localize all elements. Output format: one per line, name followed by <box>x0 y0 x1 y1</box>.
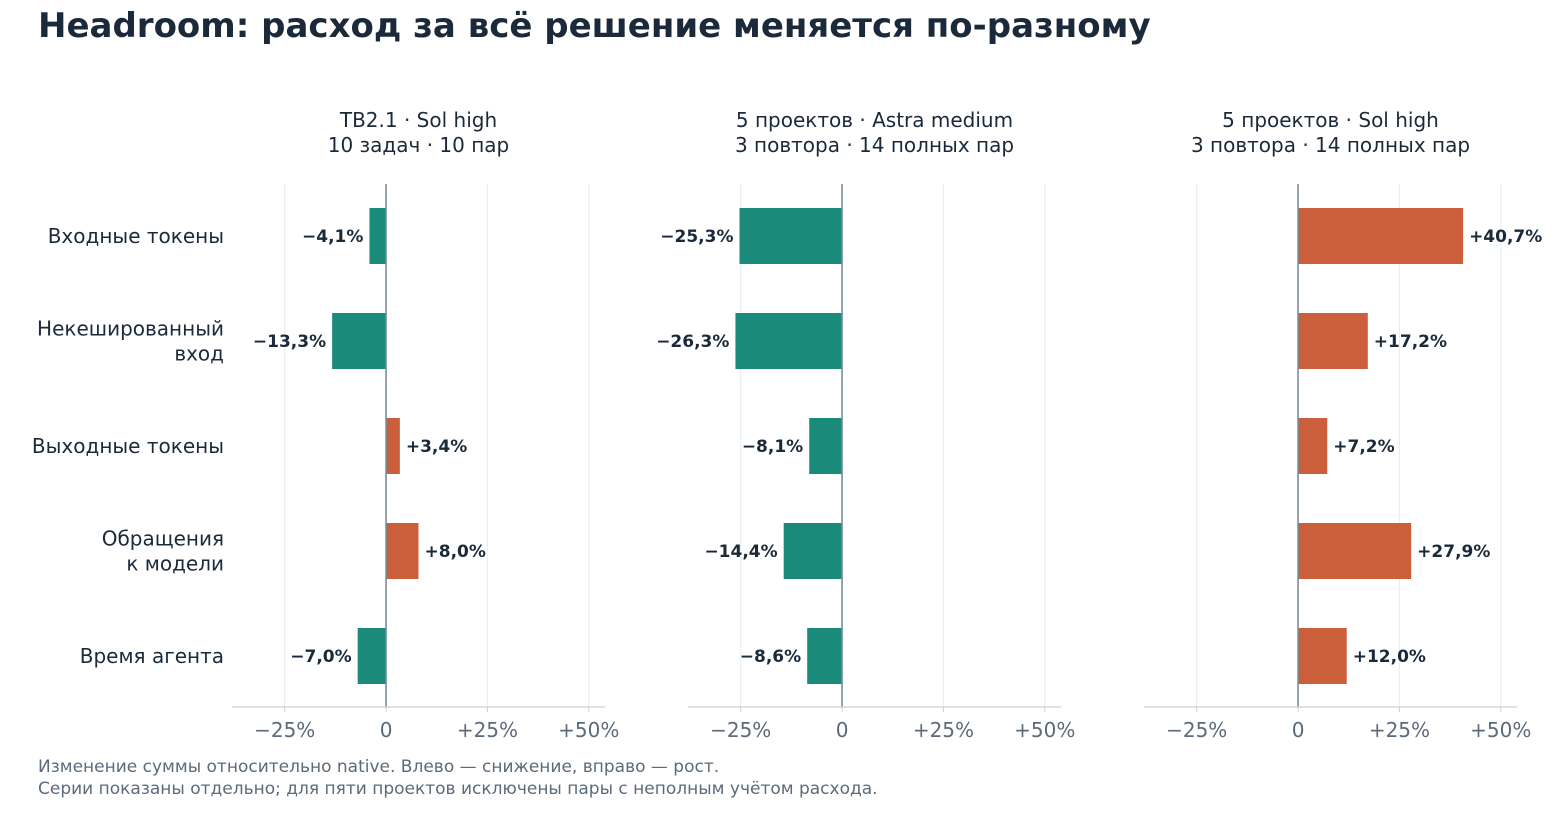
bar <box>1298 418 1328 474</box>
category-label: Входные токены <box>48 224 224 248</box>
data-label: −26,3% <box>656 332 729 352</box>
category-label: Некешированный <box>37 317 224 341</box>
bar <box>735 313 843 369</box>
x-tick-label: +25% <box>1369 718 1430 742</box>
x-tick-label: 0 <box>1292 718 1305 742</box>
data-label: +40,7% <box>1469 227 1542 247</box>
data-label: −4,1% <box>302 227 363 247</box>
data-label: +12,0% <box>1353 647 1426 667</box>
data-label: −8,1% <box>742 437 803 457</box>
x-tick-label: −25% <box>1166 718 1227 742</box>
bar <box>332 313 387 369</box>
bar <box>357 628 387 684</box>
x-tick-label: 0 <box>380 718 393 742</box>
bar <box>386 523 419 579</box>
bar <box>1298 628 1347 684</box>
panel-subtitle: 5 проектов · Sol high <box>1222 108 1439 132</box>
panel-subtitle: 5 проектов · Astra medium <box>736 108 1013 132</box>
panel-subtitle: 3 повтора · 14 полных пар <box>735 133 1014 157</box>
category-label: к модели <box>126 552 224 576</box>
bar <box>783 523 843 579</box>
bar <box>386 418 400 474</box>
data-label: −8,6% <box>740 647 801 667</box>
category-label: Время агента <box>80 644 224 668</box>
data-label: +3,4% <box>406 437 467 457</box>
footnote-2: Серии показаны отдельно; для пяти проект… <box>38 779 878 799</box>
panel-subtitle: 10 задач · 10 пар <box>328 133 510 157</box>
x-tick-label: −25% <box>710 718 771 742</box>
x-tick-label: +50% <box>558 718 619 742</box>
footnote-1: Изменение суммы относительно native. Вле… <box>38 757 720 777</box>
data-label: −7,0% <box>290 647 351 667</box>
chart-title: Headroom: расход за всё решение меняется… <box>38 6 1151 46</box>
bar <box>809 418 843 474</box>
bar <box>807 628 843 684</box>
data-label: +27,9% <box>1417 542 1490 562</box>
bar <box>739 208 843 264</box>
panel-subtitle: 3 повтора · 14 полных пар <box>1191 133 1470 157</box>
data-label: −14,4% <box>704 542 777 562</box>
data-label: +8,0% <box>425 542 486 562</box>
data-label: −25,3% <box>660 227 733 247</box>
x-tick-label: +25% <box>457 718 518 742</box>
category-label: вход <box>174 342 224 366</box>
bar <box>1298 523 1412 579</box>
data-label: −13,3% <box>253 332 326 352</box>
x-tick-label: +25% <box>913 718 974 742</box>
panel-subtitle: TB2.1 · Sol high <box>339 108 497 132</box>
bar <box>369 208 387 264</box>
category-label: Обращения <box>102 527 224 551</box>
data-label: +7,2% <box>1333 437 1394 457</box>
x-tick-label: 0 <box>836 718 849 742</box>
x-tick-label: +50% <box>1014 718 1075 742</box>
x-tick-label: +50% <box>1470 718 1531 742</box>
bar <box>1298 208 1464 264</box>
data-label: +17,2% <box>1374 332 1447 352</box>
x-tick-label: −25% <box>254 718 315 742</box>
category-label: Выходные токены <box>32 434 224 458</box>
bar <box>1298 313 1368 369</box>
